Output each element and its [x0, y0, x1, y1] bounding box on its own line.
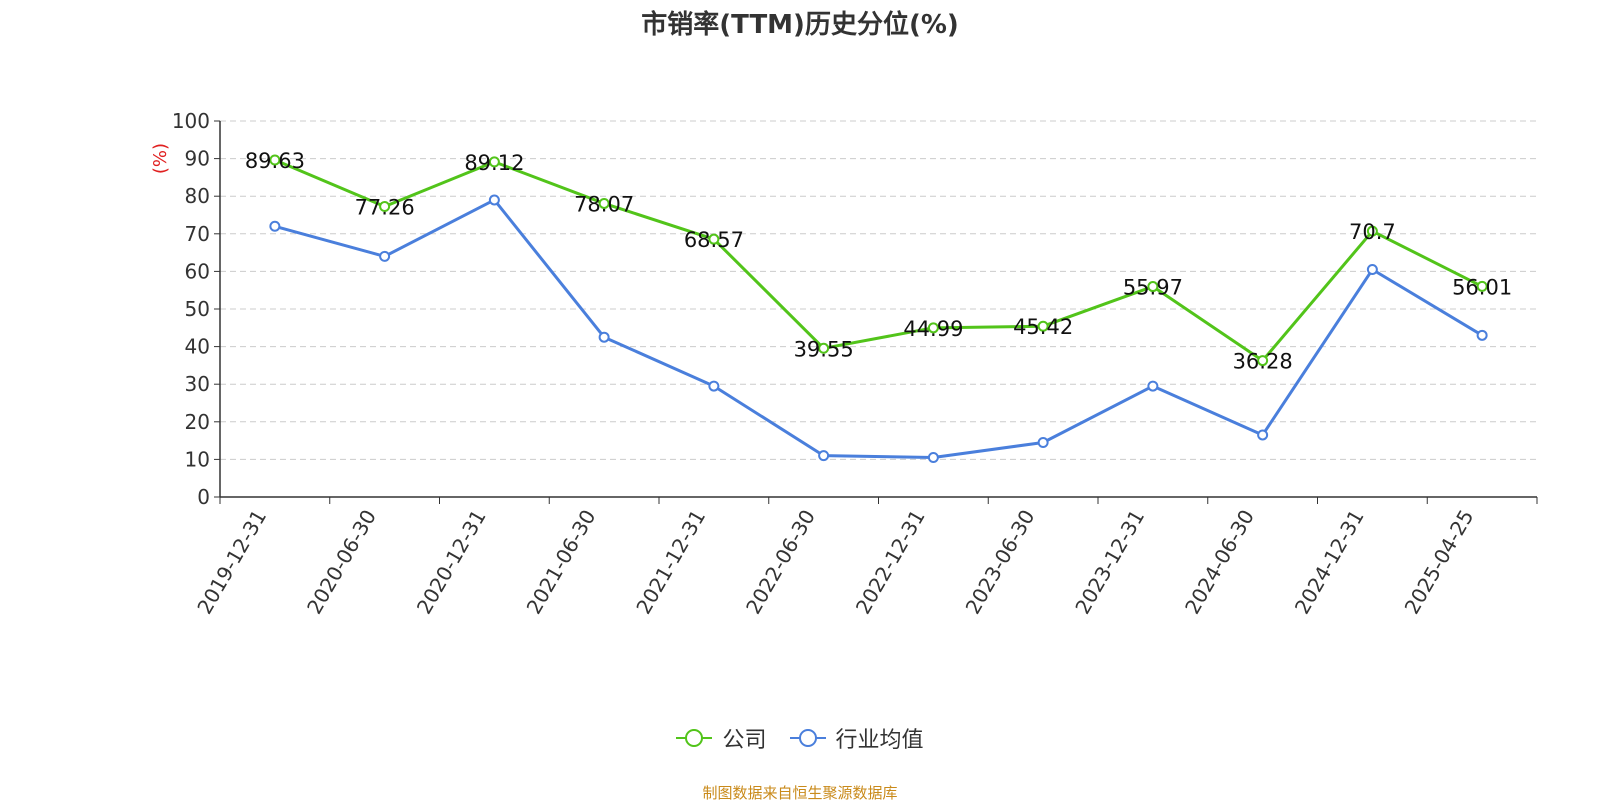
data-point	[1257, 355, 1269, 367]
x-tick-label: 2020-12-31	[412, 506, 491, 619]
data-label: 68.57	[684, 228, 744, 252]
y-tick-label: 70	[185, 222, 210, 246]
data-label: 36.28	[1233, 350, 1293, 374]
x-tick-label: 2024-06-30	[1180, 506, 1259, 619]
legend: 公司 行业均值	[0, 722, 1600, 754]
grid-lines	[220, 120, 1537, 460]
data-point	[1037, 436, 1049, 448]
data-label: 44.99	[903, 317, 963, 341]
data-point	[1037, 320, 1049, 332]
series-line-industry-average	[274, 198, 1483, 460]
data-point	[1366, 264, 1378, 276]
data-point	[269, 154, 281, 166]
legend-marker-green-icon	[676, 729, 713, 747]
y-tick-label: 50	[185, 297, 210, 321]
data-point	[1366, 225, 1378, 237]
y-tick-label: 100	[172, 109, 210, 133]
y-tick-label: 30	[185, 372, 210, 396]
data-label: 78.07	[574, 192, 634, 216]
data-label: 56.01	[1452, 275, 1512, 299]
data-point	[598, 331, 610, 343]
x-tick-label: 2022-12-31	[851, 506, 930, 619]
y-tick-label: 80	[185, 184, 210, 208]
x-tick-label: 2020-06-30	[302, 506, 381, 619]
data-point	[708, 380, 720, 392]
data-label: 39.55	[794, 337, 854, 361]
data-label: 70.7	[1349, 220, 1396, 244]
data-point	[598, 197, 610, 209]
data-point	[818, 450, 830, 462]
data-point	[818, 342, 830, 354]
series-line-company	[274, 158, 1483, 363]
y-tick-label: 60	[185, 259, 210, 283]
y-tick-label: 20	[185, 410, 210, 434]
legend-item-industry-average[interactable]: 行业均值	[789, 722, 924, 754]
data-point	[1147, 380, 1159, 392]
legend-label-industry-average: 行业均值	[835, 728, 924, 753]
y-tick-label: 0	[197, 485, 210, 509]
y-axis-title: (%)	[150, 143, 171, 174]
y-tick-label: 90	[185, 147, 210, 171]
data-point	[1476, 280, 1488, 292]
data-point	[379, 250, 391, 262]
legend-marker-blue-icon	[789, 729, 826, 747]
data-point	[488, 156, 500, 168]
data-label: 77.26	[355, 196, 415, 220]
y-tick-label: 40	[185, 335, 210, 359]
x-tick-label: 2021-12-31	[631, 506, 710, 619]
y-tick-label: 10	[185, 447, 210, 471]
data-point	[1476, 329, 1488, 341]
legend-label-company: 公司	[722, 728, 767, 753]
axes: 0 10 20 30 40 50 60 70 80 90 100(%) 2019-12-31 2020-…	[150, 109, 1538, 619]
data-label: 55.97	[1123, 276, 1183, 300]
data-labels: 89.63 77.26 89.12 78.07 68.57 39.55 44.99 45.42…	[245, 149, 1512, 374]
chart-title: 市销率(TTM)历史分位(%)	[641, 10, 959, 40]
data-point	[488, 194, 500, 206]
x-tick-label: 2019-12-31	[192, 506, 271, 619]
data-point	[1257, 429, 1269, 441]
data-point	[1147, 281, 1159, 293]
data-label: 45.42	[1013, 315, 1073, 339]
source-note: 制图数据来自恒生聚源数据库	[702, 784, 898, 802]
data-point	[927, 452, 939, 464]
data-label: 89.63	[245, 149, 305, 173]
data-point	[379, 201, 391, 213]
x-tick-label: 2022-06-30	[741, 506, 820, 619]
series-lines	[269, 154, 1488, 464]
x-tick-label: 2023-12-31	[1070, 506, 1149, 619]
data-point	[927, 322, 939, 334]
x-tick-label: 2021-06-30	[522, 506, 601, 619]
x-tick-label: 2024-12-31	[1290, 506, 1369, 619]
legend-item-company[interactable]: 公司	[676, 722, 767, 754]
data-point	[708, 233, 720, 245]
data-point	[269, 220, 281, 232]
x-tick-label: 2025-04-25	[1400, 506, 1479, 619]
x-tick-label: 2023-06-30	[961, 506, 1040, 619]
data-label: 89.12	[464, 151, 524, 175]
